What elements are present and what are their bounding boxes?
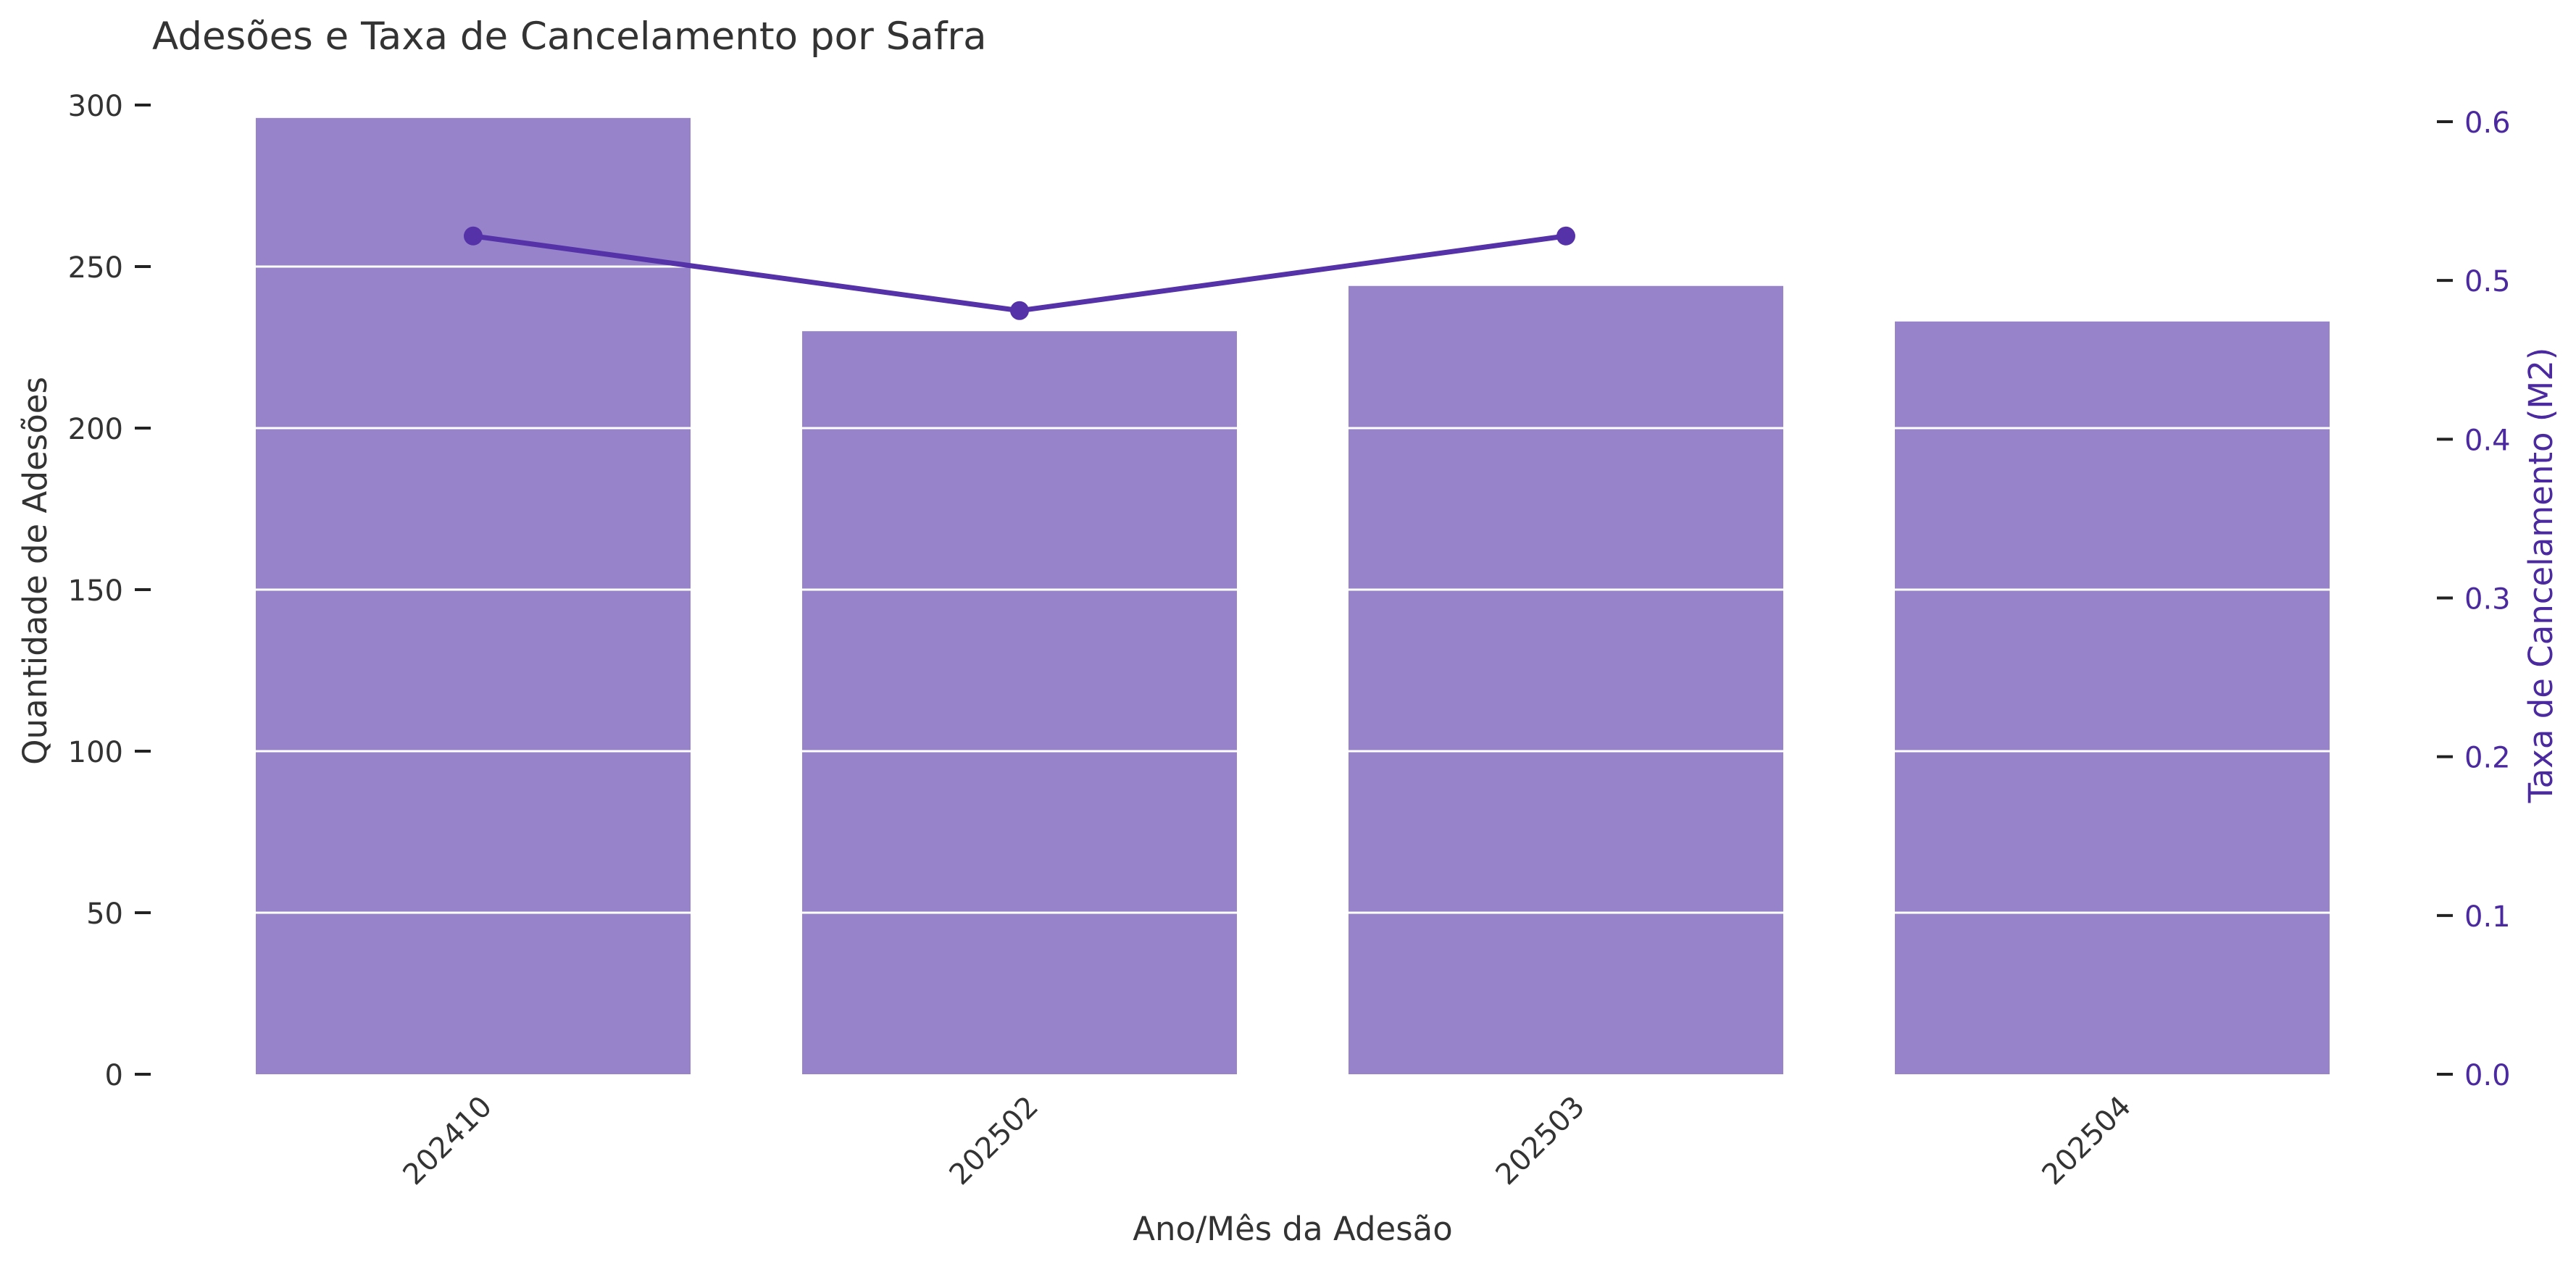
x-tick-label: 202504 (2036, 1090, 2138, 1192)
x-axis-label: Ano/Mês da Adesão (1133, 1210, 1453, 1248)
bar-202504 (1895, 321, 2330, 1074)
line-layer (464, 226, 1575, 320)
y2-tick-label: 0.0 (2464, 1059, 2511, 1092)
y2-axis-label: Taxa de Cancelamento (M2) (2522, 348, 2560, 804)
bar-202502 (802, 331, 1237, 1075)
bars-layer (256, 117, 2330, 1075)
rate-point (464, 226, 483, 246)
y-tick-label: 250 (68, 251, 123, 285)
y-tick-label: 150 (68, 574, 123, 608)
y-tick-label: 300 (68, 90, 123, 123)
bar-202410 (256, 117, 691, 1075)
y2-tick-label: 0.5 (2464, 265, 2511, 298)
x-tick-label: 202503 (1490, 1090, 1592, 1192)
y-tick-label: 50 (86, 897, 123, 931)
x-tick-label: 202410 (397, 1090, 499, 1192)
y2-tick-label: 0.2 (2464, 742, 2511, 775)
y2-tick-label: 0.3 (2464, 583, 2511, 616)
y2-tick-label: 0.4 (2464, 424, 2511, 457)
x-tick-label: 202502 (943, 1090, 1046, 1192)
labels-layer: Adesões e Taxa de Cancelamento por Safra… (16, 14, 2560, 1248)
y2-tick-label: 0.6 (2464, 106, 2511, 140)
y-tick-label: 100 (68, 736, 123, 769)
grid-layer (210, 104, 2406, 914)
y-tick-label: 0 (105, 1059, 123, 1092)
bar-202503 (1349, 285, 1783, 1074)
y2-tick-label: 0.1 (2464, 900, 2511, 934)
rate-point (1556, 226, 1575, 246)
y-axis-label: Quantidade de Adesões (16, 377, 54, 765)
rate-point (1010, 301, 1029, 320)
y-tick-label: 200 (68, 413, 123, 446)
chart-title: Adesões e Taxa de Cancelamento por Safra (152, 14, 987, 59)
